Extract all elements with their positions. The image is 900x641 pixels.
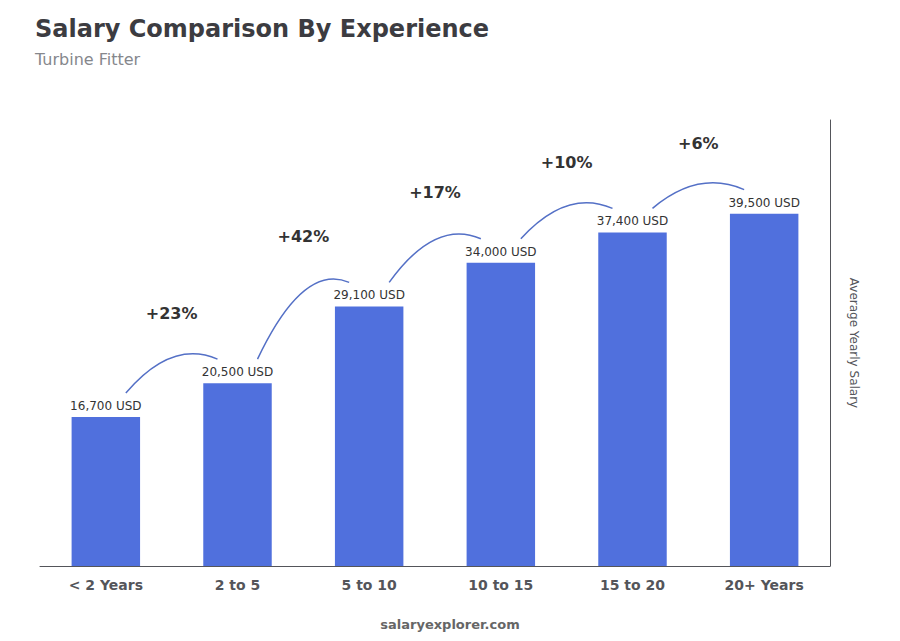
svg-text:16,700 USD: 16,700 USD — [70, 399, 141, 413]
svg-text:20,500 USD: 20,500 USD — [202, 365, 273, 379]
svg-text:39,500 USD: 39,500 USD — [728, 196, 799, 210]
svg-text:5 to 10: 5 to 10 — [342, 577, 398, 593]
svg-text:29,100 USD: 29,100 USD — [333, 288, 404, 302]
svg-text:37,400 USD: 37,400 USD — [597, 214, 668, 228]
svg-text:20+ Years: 20+ Years — [725, 577, 804, 593]
svg-text:+6%: +6% — [678, 134, 719, 153]
svg-text:2 to 5: 2 to 5 — [215, 577, 261, 593]
svg-text:10 to 15: 10 to 15 — [468, 577, 533, 593]
svg-text:+23%: +23% — [146, 304, 198, 323]
svg-text:Average Yearly Salary: Average Yearly Salary — [847, 278, 861, 408]
svg-text:Turbine Fitter: Turbine Fitter — [34, 50, 141, 69]
svg-text:< 2 Years: < 2 Years — [69, 577, 143, 593]
svg-text:salaryexplorer.com: salaryexplorer.com — [380, 617, 519, 632]
svg-text:+42%: +42% — [277, 227, 329, 246]
svg-text:34,000 USD: 34,000 USD — [465, 245, 536, 259]
svg-text:+10%: +10% — [541, 153, 593, 172]
svg-text:15 to 20: 15 to 20 — [600, 577, 665, 593]
svg-text:Salary Comparison By Experienc: Salary Comparison By Experience — [35, 15, 489, 43]
svg-text:+17%: +17% — [409, 183, 461, 202]
